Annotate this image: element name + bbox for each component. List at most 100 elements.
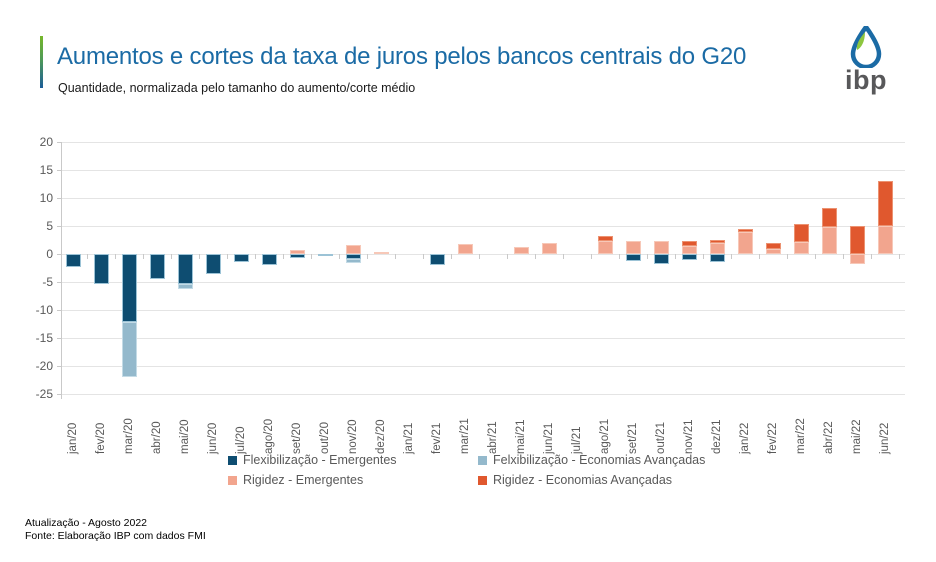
y-axis-label: 5 <box>46 219 53 233</box>
chart-legend: Flexibilização - Emergentes Felxibilizaçã… <box>228 453 788 487</box>
x-axis-tick <box>759 254 760 259</box>
bar-segment <box>737 228 753 233</box>
bar-segment <box>121 322 137 378</box>
bar-segment <box>653 241 669 254</box>
bar-segment <box>149 254 165 279</box>
bar-segment <box>793 223 809 243</box>
y-axis-tick <box>57 282 61 283</box>
y-axis-tick <box>57 394 61 395</box>
x-axis-label: abr/20 <box>151 421 163 454</box>
bar-segment <box>205 254 221 275</box>
x-axis-label: jan/21 <box>403 422 415 454</box>
x-axis-label: set/21 <box>627 422 639 454</box>
x-axis-label: mar/20 <box>123 418 135 454</box>
x-axis-tick <box>871 254 872 259</box>
x-axis-tick <box>815 254 816 259</box>
y-axis-label: -5 <box>42 275 53 289</box>
gridline <box>62 310 905 311</box>
bar-segment <box>345 245 361 254</box>
bar-segment <box>65 254 81 267</box>
bar-segment <box>373 251 389 254</box>
footer-update-line: Atualização - Agosto 2022 <box>25 517 148 529</box>
stacked-bar-chart: 20 15 10 5 0 -5 -10 -15 -20 -25 jan/20 fev/20 mar/2… <box>36 135 905 454</box>
bar-segment <box>821 227 837 254</box>
gridline <box>62 394 905 395</box>
legend-item-3: Rigidez - Economias Avançadas <box>478 473 788 487</box>
bar-segment <box>345 259 361 263</box>
x-axis-tick <box>423 254 424 259</box>
bar-segment <box>849 254 865 265</box>
page-title: Aumentos e cortes da taxa de juros pelos… <box>57 43 747 70</box>
title-accent-bar <box>40 36 43 88</box>
bar-segment <box>709 254 725 263</box>
x-axis-label: out/20 <box>319 422 331 454</box>
bar-segment <box>877 226 893 254</box>
bar-segment <box>513 247 529 254</box>
x-axis-label: mar/21 <box>459 418 471 454</box>
legend-label: Rigidez - Emergentes <box>243 473 364 487</box>
x-axis-label: fev/21 <box>431 422 443 454</box>
gridline <box>62 282 905 283</box>
bar-segment <box>765 248 781 254</box>
y-axis-tick <box>57 338 61 339</box>
x-axis-tick <box>115 254 116 259</box>
x-axis-label: nov/20 <box>347 419 359 454</box>
bar-segment <box>121 254 137 323</box>
y-axis-tick <box>57 142 61 143</box>
y-axis-label: 15 <box>39 163 53 177</box>
x-axis-label: jun/21 <box>543 422 555 454</box>
x-axis-tick <box>451 254 452 259</box>
x-axis-label: mai/20 <box>179 419 191 454</box>
gridline <box>62 366 905 367</box>
bar-segment <box>233 254 249 262</box>
y-axis-tick <box>57 366 61 367</box>
x-axis-label: jan/22 <box>739 422 751 454</box>
x-axis-label: mar/22 <box>795 418 807 454</box>
x-axis-tick <box>199 254 200 259</box>
footer-source-line: Fonte: Elaboração IBP com dados FMI <box>25 530 206 542</box>
y-axis-label: -15 <box>35 331 53 345</box>
x-axis-tick <box>591 254 592 259</box>
x-axis-tick <box>535 254 536 259</box>
bar-segment <box>849 226 865 254</box>
x-axis-label: jul/21 <box>571 426 583 455</box>
water-drop-icon <box>850 26 882 68</box>
bar-segment <box>765 242 781 249</box>
legend-item-0: Flexibilização - Emergentes <box>228 453 478 467</box>
legend-swatch <box>228 475 237 485</box>
y-axis-label: -20 <box>35 359 53 373</box>
bar-segment <box>625 241 641 254</box>
bar-segment <box>177 254 193 285</box>
y-axis-label: 0 <box>46 247 53 261</box>
bar-segment <box>709 240 725 243</box>
y-axis-tick <box>57 198 61 199</box>
x-axis-label: nov/21 <box>683 419 695 454</box>
x-axis-label: jun/22 <box>879 422 891 454</box>
y-axis-tick <box>57 170 61 171</box>
bar-segment <box>317 254 333 256</box>
x-axis-tick <box>339 254 340 259</box>
gridline <box>62 254 905 255</box>
x-axis-tick <box>227 254 228 259</box>
x-axis-label: dez/21 <box>711 419 723 454</box>
bar-segment <box>457 244 473 254</box>
x-axis-tick <box>843 254 844 259</box>
legend-swatch <box>228 455 237 465</box>
bar-segment <box>289 254 305 258</box>
x-axis-label: abr/21 <box>487 421 499 454</box>
gridline <box>62 142 905 143</box>
x-axis-label: out/21 <box>655 422 667 454</box>
y-axis-tick <box>57 254 61 255</box>
x-axis-label: dez/20 <box>375 419 387 454</box>
y-axis-label: 10 <box>39 191 53 205</box>
ibp-logo: ibp <box>836 26 896 98</box>
legend-swatch <box>478 475 487 485</box>
legend-item-1: Felxibilização - Economias Avançadas <box>478 453 788 467</box>
x-axis-tick <box>619 254 620 259</box>
bar-segment <box>793 242 809 254</box>
x-axis-tick <box>731 254 732 259</box>
bar-segment <box>289 249 305 254</box>
bar-segment <box>93 254 109 285</box>
logo-text: ibp <box>845 65 887 95</box>
